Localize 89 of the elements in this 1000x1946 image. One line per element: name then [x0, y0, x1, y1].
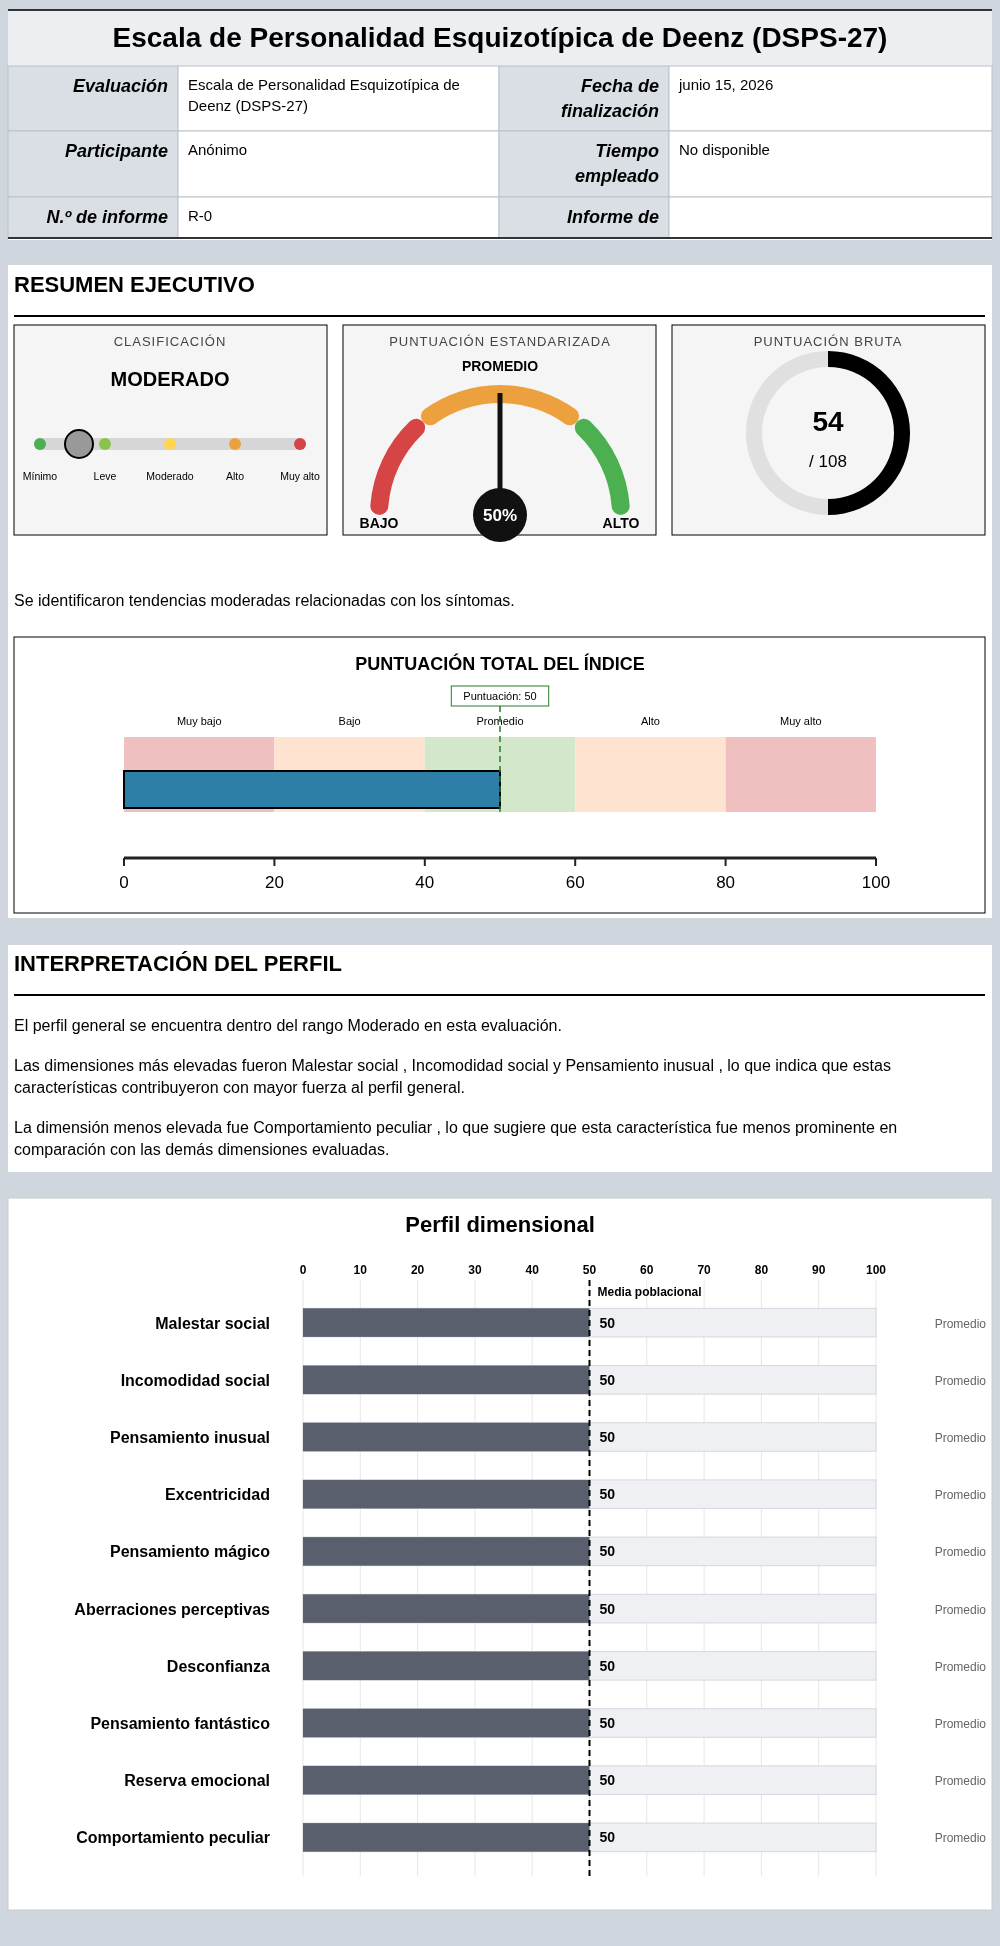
text: 54: [812, 406, 844, 437]
category-label: Mínimo: [22, 470, 58, 482]
category-label: Moderado: [146, 470, 194, 482]
band-label: Muy alto: [780, 715, 822, 727]
chart-title: PUNTUACIÓN TOTAL DEL ÍNDICE: [355, 653, 645, 674]
text: Evaluación: [72, 76, 168, 96]
text: Promedio: [934, 1774, 987, 1789]
text: Promedio: [934, 1316, 987, 1331]
x-tick-label: 60: [640, 1263, 654, 1277]
slice-label: BAJO: [359, 515, 399, 531]
x-tick-label: 70: [697, 1263, 712, 1277]
x-tick-label: 0: [119, 873, 129, 892]
text: CLASIFICACIÓN: [113, 334, 227, 349]
chart-title: Perfil dimensional: [405, 1212, 595, 1237]
y-tick-label: Comportamiento peculiar: [76, 1829, 270, 1847]
text: Promedio: [934, 1717, 987, 1731]
text: La dimensión menos elevada fue Comportamiento peculiar , lo que sugiere que esta característica fue menos prominente en comparación con las demás dimensiones evaluadas.: [14, 1119, 898, 1158]
x-tick-label: 30: [468, 1263, 482, 1277]
text: Promedio: [934, 1545, 987, 1560]
y-tick-label: Pensamiento fantástico: [90, 1715, 271, 1732]
y-tick-label: Desconfianza: [166, 1657, 271, 1675]
band-label: Muy bajo: [176, 715, 222, 727]
band-label: Promedio: [476, 715, 524, 727]
x-tick-label: 90: [812, 1263, 826, 1277]
text: Promedio: [934, 1431, 987, 1445]
text: Escala de Personalidad Esquizotípica de Deenz (DSPS-27): [188, 76, 460, 114]
band-label: Alto: [640, 715, 660, 727]
text: Promedio: [934, 1373, 987, 1388]
data-label: 50: [599, 1772, 616, 1789]
chart-title: PUNTUACIÓN BRUTA: [753, 334, 903, 349]
text: MODERADO: [110, 368, 230, 390]
data-label: 50: [599, 1657, 616, 1674]
text: junio 15, 2026: [678, 76, 774, 93]
band-label: Bajo: [338, 715, 361, 727]
text: N.º de informe: [46, 207, 168, 227]
text: / 108: [809, 452, 847, 471]
text: Promedio: [934, 1488, 987, 1503]
x-tick-label: 40: [415, 873, 435, 892]
data-label: 50: [599, 1543, 616, 1560]
y-tick-label: Malestar social: [155, 1314, 270, 1332]
text: Las dimensiones más elevadas fueron Malestar social , Incomodidad social y Pensamiento inusual , lo que indica que estas características contribuyeron con mayor fuerza al perfil general.: [14, 1057, 891, 1096]
category-label: Muy alto: [280, 470, 320, 482]
text: Participante: [64, 141, 168, 161]
y-tick-label: Pensamiento inusual: [109, 1429, 270, 1446]
slice-label: PROMEDIO: [461, 358, 539, 374]
data-label: 50: [599, 1829, 616, 1846]
x-tick-label: 10: [353, 1263, 368, 1277]
category-label: Alto: [225, 470, 245, 482]
text: Promedio: [934, 1602, 987, 1617]
x-tick-label: 20: [264, 873, 284, 892]
y-tick-label: Excentricidad: [165, 1486, 270, 1504]
y-tick-label: Incomodidad social: [120, 1371, 270, 1389]
data-label: 50: [599, 1715, 616, 1731]
data-label: 50: [599, 1600, 616, 1617]
text: INTERPRETACIÓN DEL PERFIL: [14, 951, 342, 976]
ref-line-label: Puntuación: 50: [463, 690, 537, 702]
x-tick-label: 100: [861, 873, 891, 892]
y-tick-label: Aberraciones perceptivas: [74, 1600, 271, 1618]
data-label: 50: [599, 1371, 616, 1388]
text: Escala de Personalidad Esquizotípica de Deenz (DSPS-27): [112, 22, 888, 53]
y-tick-label: Reserva emocional: [124, 1772, 270, 1790]
category-label: Leve: [93, 470, 117, 482]
x-tick-label: 60: [565, 873, 585, 892]
text: Promedio: [934, 1659, 987, 1674]
text: No disponible: [679, 141, 770, 158]
chart-title: PUNTUACIÓN ESTANDARIZADA: [389, 334, 611, 349]
text: RESUMEN EJECUTIVO: [14, 272, 255, 297]
ref-line-label: Media poblacional: [597, 1285, 702, 1299]
x-tick-label: 100: [865, 1263, 887, 1277]
text: 50%: [482, 506, 518, 525]
text: Promedio: [934, 1831, 987, 1846]
y-tick-label: Pensamiento mágico: [109, 1543, 271, 1561]
data-label: 50: [599, 1486, 616, 1503]
text: Informe de: [566, 207, 659, 227]
data-label: 50: [599, 1429, 616, 1445]
text: Tiempo empleado: [574, 141, 659, 186]
text: El perfil general se encuentra dentro del rango Moderado en esta evaluación.: [14, 1017, 562, 1034]
x-tick-label: 50: [582, 1263, 597, 1277]
x-tick-label: 40: [525, 1263, 540, 1277]
data-label: 50: [599, 1314, 616, 1331]
x-tick-label: 80: [754, 1263, 769, 1277]
x-tick-label: 80: [716, 873, 736, 892]
text: Anónimo: [188, 141, 248, 158]
text: R-0: [188, 207, 213, 224]
text: Se identificaron tendencias moderadas relacionadas con los síntomas.: [14, 592, 515, 609]
text: Fecha de finalización: [560, 76, 659, 121]
slice-label: ALTO: [602, 515, 640, 531]
x-tick-label: 0: [299, 1263, 307, 1277]
x-tick-label: 20: [410, 1263, 425, 1277]
